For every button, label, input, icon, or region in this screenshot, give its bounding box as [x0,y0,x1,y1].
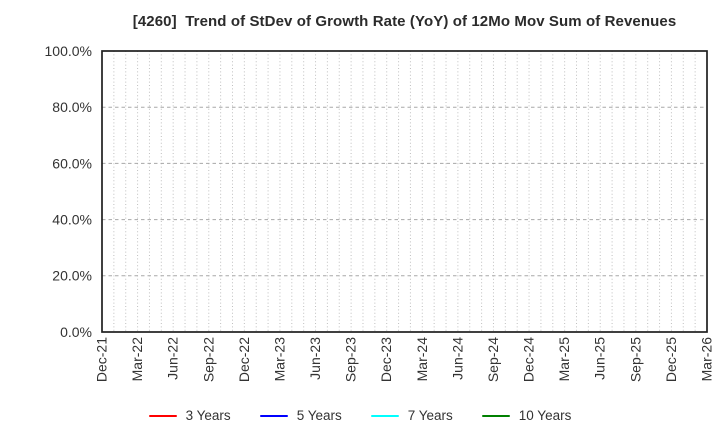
legend-item-7-years: 7 Years [370,408,453,424]
x-tick-label: Jun-25 [592,337,608,380]
legend-item-5-years: 5 Years [259,408,342,424]
legend-line-swatch [370,414,399,418]
horizontal-gridlines [102,106,707,277]
x-tick-label: Sep-22 [200,337,216,382]
x-tick-label: Mar-24 [414,337,430,382]
y-tick-label: 20.0% [52,268,92,284]
legend-label: 10 Years [518,408,572,424]
x-axis-tick-labels: Dec-21 Mar-22 Jun-22 Sep-22 Dec-22 Mar-23 Jun-… [94,337,715,382]
y-tick-label: 100.0% [45,43,92,59]
legend-line-swatch [481,414,510,418]
x-tick-label: Jun-23 [307,337,323,380]
legend-line-swatch [259,414,288,418]
y-tick-label: 40.0% [52,212,92,228]
x-tick-label: Sep-24 [485,337,501,382]
legend-item-3-years: 3 Years [148,408,231,424]
x-tick-label: Mar-22 [129,337,145,382]
x-tick-label: Dec-21 [94,337,110,382]
legend-label: 5 Years [296,408,342,424]
x-tick-label: Dec-24 [521,337,537,382]
y-tick-label: 0.0% [60,324,92,340]
x-tick-label: Mar-25 [556,337,572,382]
legend-item-10-years: 10 Years [481,408,572,424]
x-tick-label: Dec-23 [378,337,394,382]
vertical-gridlines [113,51,696,332]
x-tick-label: Dec-22 [236,337,252,382]
x-tick-label: Dec-25 [663,337,679,382]
legend-label: 7 Years [407,408,453,424]
legend-line-swatch [148,414,177,418]
legend-label: 3 Years [185,408,231,424]
x-tick-label: Jun-22 [165,337,181,380]
y-tick-label: 80.0% [52,99,92,115]
plot-border [101,50,708,333]
x-tick-label: Sep-25 [627,337,643,382]
x-tick-label: Sep-23 [343,337,359,382]
y-tick-label: 60.0% [52,155,92,171]
chart-title: [4260] Trend of StDev of Growth Rate (Yo… [132,13,677,30]
x-tick-label: Mar-23 [271,337,287,382]
y-axis-tick-labels: 0.0% 20.0% 40.0% 60.0% 80.0% 100.0% [45,43,92,340]
x-tick-label: Jun-24 [449,337,465,380]
legend: 3 Years 5 Years 7 Years 10 Years [0,404,720,428]
x-tick-label: Mar-26 [699,337,715,382]
